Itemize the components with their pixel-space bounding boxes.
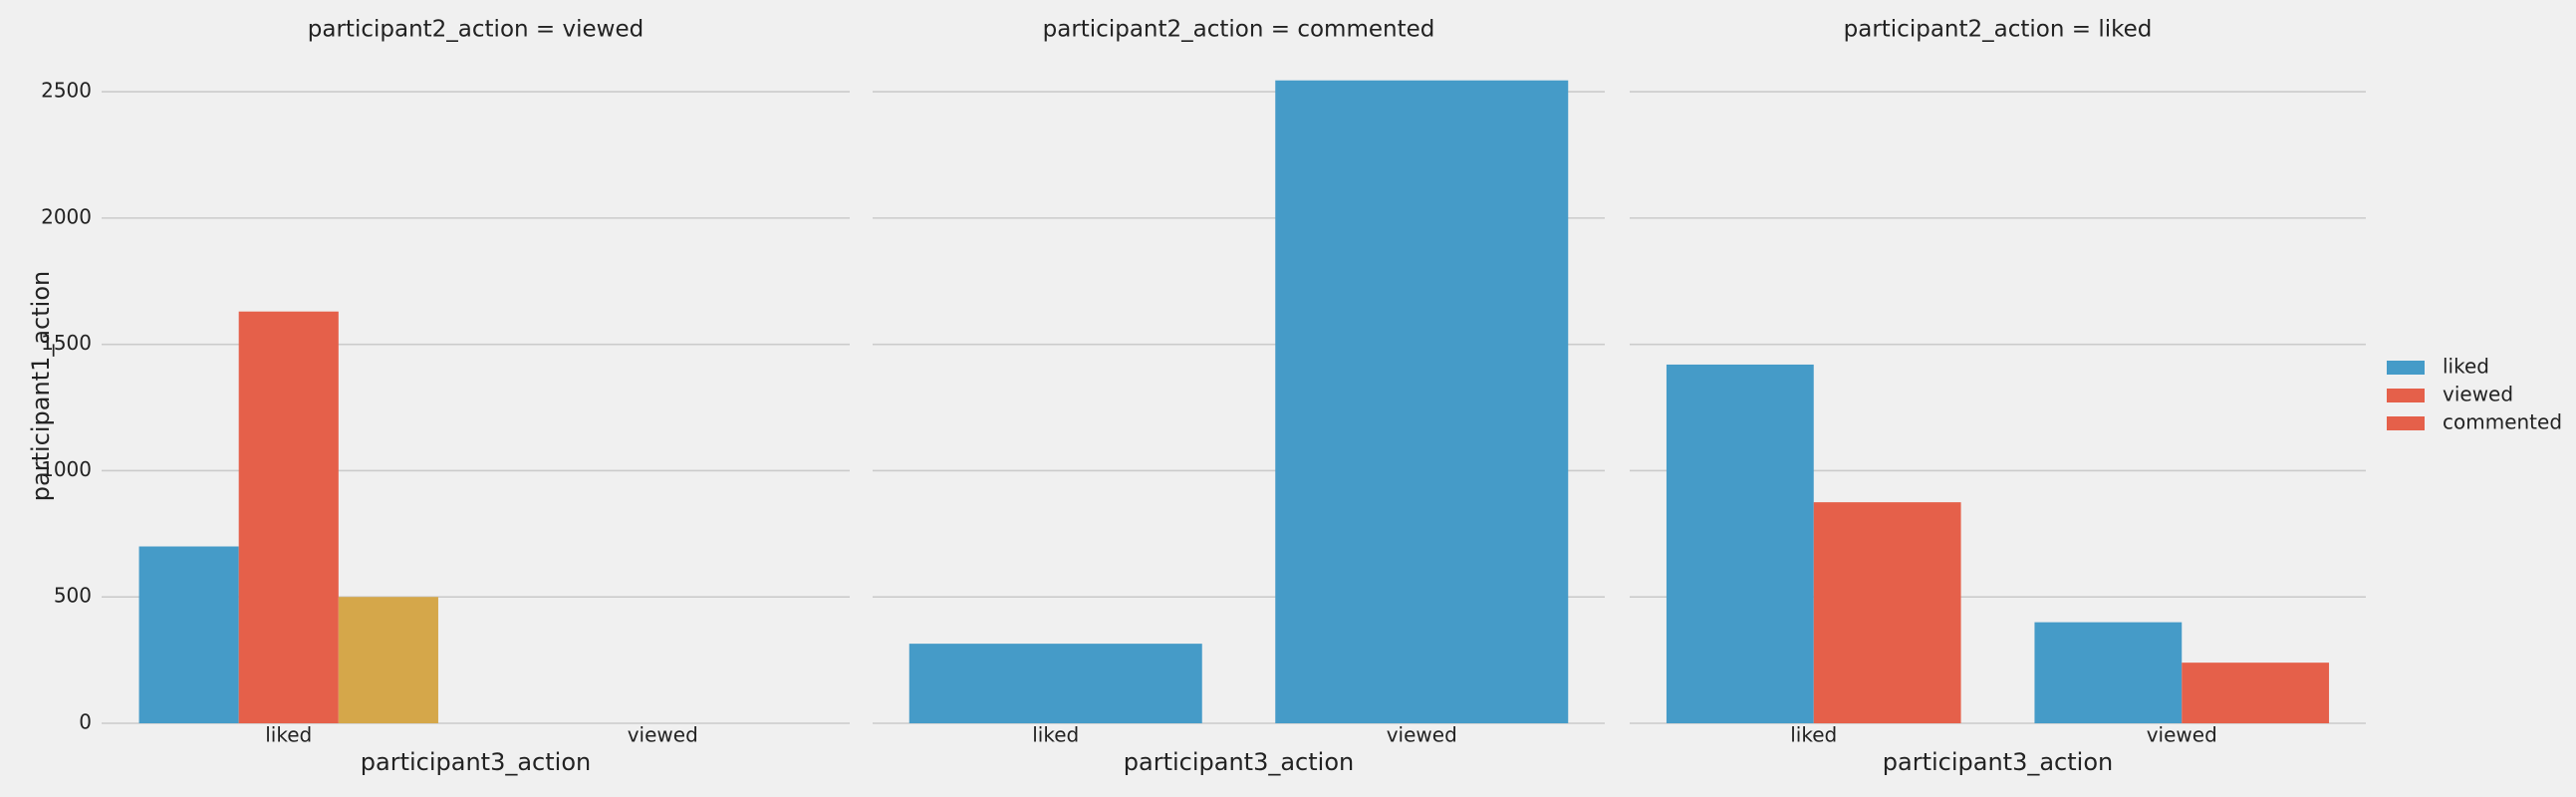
- x-tick-label: viewed: [628, 723, 698, 747]
- bar: [338, 597, 438, 723]
- bar: [138, 546, 239, 723]
- x-tick-label: liked: [1032, 723, 1079, 747]
- x-tick-label: viewed: [1387, 723, 1457, 747]
- bar: [238, 311, 339, 723]
- y-tick-label: 500: [54, 584, 92, 608]
- bar: [1666, 364, 1814, 723]
- facet-title: participant2_action = viewed: [308, 17, 644, 43]
- bar: [2034, 622, 2183, 723]
- bar: [908, 644, 1202, 723]
- y-tick-label: 1000: [41, 457, 92, 481]
- x-axis-label: participant3_action: [1124, 748, 1354, 776]
- legend-label: viewed: [2443, 383, 2513, 406]
- legend-swatch: [2387, 416, 2425, 430]
- y-tick-label: 0: [79, 710, 92, 734]
- x-axis-label: participant3_action: [1883, 748, 2113, 776]
- y-tick-label: 2000: [41, 204, 92, 228]
- facet-title: participant2_action = commented: [1043, 17, 1435, 43]
- bar: [1813, 502, 1961, 723]
- bar: [1275, 80, 1569, 723]
- bar: [2182, 663, 2330, 723]
- facet-title: participant2_action = liked: [1844, 17, 2153, 43]
- legend-swatch: [2387, 361, 2425, 375]
- x-tick-label: liked: [265, 723, 312, 747]
- y-tick-label: 2500: [41, 79, 92, 103]
- y-tick-label: 1500: [41, 331, 92, 355]
- x-tick-label: viewed: [2147, 723, 2217, 747]
- x-tick-label: liked: [1790, 723, 1837, 747]
- legend-label: commented: [2443, 410, 2562, 434]
- x-axis-label: participant3_action: [361, 748, 591, 776]
- legend-label: liked: [2443, 355, 2489, 379]
- y-axis-label: participant1_action: [27, 271, 55, 501]
- legend-swatch: [2387, 389, 2425, 402]
